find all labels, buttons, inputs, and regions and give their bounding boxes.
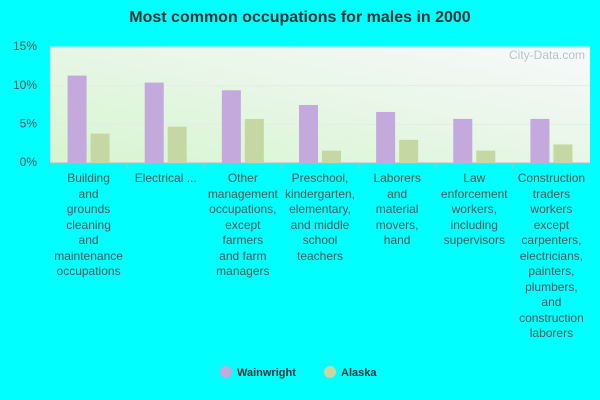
legend-label: Wainwright [237, 367, 296, 379]
bar [322, 150, 341, 163]
bar [144, 82, 164, 163]
bar [453, 118, 473, 163]
bar [299, 105, 318, 163]
x-tick-label: Electrical ... [134, 171, 197, 185]
bar [244, 118, 264, 163]
x-tick-label: Construction traders workers except carp… [517, 171, 586, 340]
y-tick-label: 0% [20, 155, 38, 169]
bar [553, 144, 573, 163]
bar [476, 150, 496, 163]
bar [376, 111, 396, 163]
bar [90, 133, 110, 163]
plot-area [50, 47, 590, 163]
y-tick-label: 5% [20, 117, 38, 131]
bar [399, 139, 419, 163]
y-tick-label: 15% [13, 39, 37, 53]
bar [167, 126, 187, 163]
bar [530, 118, 550, 163]
x-tick-label: Law enforcement workers, including super… [440, 171, 508, 247]
x-tick-label: Preschool, kindergarten, elementary, and… [284, 171, 356, 263]
bar [221, 90, 241, 163]
legend-swatch [220, 366, 232, 378]
x-tick-label: Other management occupations, except far… [207, 171, 278, 278]
chart-title: Most common occupations for males in 200… [129, 9, 471, 26]
bar [67, 75, 87, 163]
x-tick-label: Laborers and material movers, hand [373, 171, 421, 247]
y-tick-label: 10% [13, 78, 37, 92]
x-tick-label: Building and grounds cleaning and mainte… [54, 171, 123, 278]
watermark: City-Data.com [509, 48, 585, 62]
legend-label: Alaska [341, 367, 377, 379]
legend-swatch [324, 366, 336, 378]
